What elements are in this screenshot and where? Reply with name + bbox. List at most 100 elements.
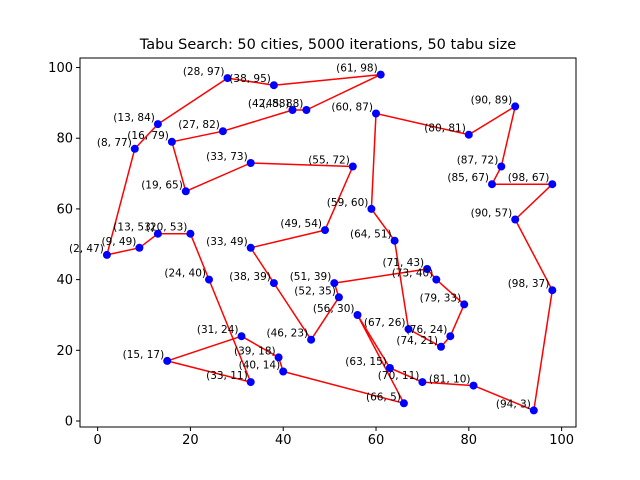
city-label: (8, 77) bbox=[97, 137, 132, 149]
city-label: (74, 21) bbox=[396, 335, 438, 347]
x-tick-label: 80 bbox=[461, 433, 478, 448]
city-point bbox=[307, 335, 316, 344]
city-label: (13, 53) bbox=[113, 222, 155, 234]
city-point bbox=[135, 243, 144, 252]
city-label: (64, 51) bbox=[350, 229, 392, 241]
y-axis: 0 20 40 60 80 100 bbox=[48, 61, 80, 429]
y-tick-label: 0 bbox=[65, 414, 73, 429]
city-point bbox=[418, 378, 427, 387]
city-label: (90, 89) bbox=[471, 94, 513, 106]
city-label: (94, 3) bbox=[496, 398, 531, 410]
city-point bbox=[390, 236, 399, 245]
city-label: (28, 97) bbox=[183, 66, 225, 78]
city-point bbox=[367, 204, 376, 213]
city-label: (31, 24) bbox=[197, 324, 239, 336]
city-label: (66, 5) bbox=[366, 391, 401, 403]
city-point bbox=[246, 378, 255, 387]
city-label: (76, 24) bbox=[406, 324, 448, 336]
city-point bbox=[246, 243, 255, 252]
city-label: (71, 43) bbox=[383, 257, 425, 269]
city-label: (81, 10) bbox=[429, 374, 471, 386]
city-label: (73, 40) bbox=[392, 268, 434, 280]
city-point bbox=[460, 300, 469, 309]
x-tick-label: 60 bbox=[368, 433, 385, 448]
city-label: (24, 40) bbox=[164, 268, 206, 280]
point-labels-layer: (28, 97) (38, 95) (61, 98) (42, 88)(45, 88)… bbox=[69, 63, 549, 411]
city-point bbox=[497, 162, 506, 171]
city-label: (52, 35) bbox=[294, 285, 336, 297]
city-label: (80, 81) bbox=[424, 123, 466, 135]
city-label: (38, 39) bbox=[229, 271, 271, 283]
x-tick-label: 20 bbox=[182, 433, 199, 448]
city-point bbox=[511, 102, 520, 111]
city-point bbox=[279, 367, 288, 376]
y-tick-label: 80 bbox=[56, 132, 73, 147]
city-point bbox=[223, 74, 232, 83]
city-point bbox=[385, 364, 394, 372]
x-tick-label: 40 bbox=[275, 433, 292, 448]
city-label: (46, 23) bbox=[267, 328, 309, 340]
city-point bbox=[511, 215, 520, 224]
tour-route-line bbox=[106, 73, 554, 412]
axes-frame bbox=[79, 57, 577, 428]
x-tick-label: 0 bbox=[93, 433, 101, 448]
city-point bbox=[548, 286, 557, 295]
city-label: (56, 30) bbox=[313, 303, 355, 315]
city-point bbox=[269, 81, 278, 90]
city-point bbox=[404, 325, 413, 334]
city-label: (98, 67) bbox=[508, 172, 550, 184]
city-point bbox=[321, 226, 329, 235]
city-point bbox=[181, 187, 190, 196]
route-layer bbox=[106, 73, 554, 412]
city-label: (49, 54) bbox=[280, 218, 322, 230]
city-point bbox=[334, 293, 343, 302]
city-point bbox=[437, 342, 445, 351]
city-point bbox=[218, 127, 227, 136]
y-tick-label: 60 bbox=[56, 202, 73, 217]
city-label: (51, 39) bbox=[290, 271, 332, 283]
x-tick-label: 100 bbox=[549, 433, 574, 448]
city-label: (38, 95) bbox=[229, 73, 271, 85]
city-label: (45, 88) bbox=[262, 98, 304, 110]
city-label: (33, 49) bbox=[206, 236, 248, 248]
city-point bbox=[376, 70, 385, 79]
chart-title: Tabu Search: 50 cities, 5000 iterations,… bbox=[139, 37, 516, 53]
city-label: (79, 33) bbox=[420, 292, 462, 304]
city-point bbox=[237, 332, 246, 341]
city-point bbox=[446, 332, 455, 341]
city-label: (70, 11) bbox=[378, 370, 420, 382]
y-tick-label: 40 bbox=[56, 273, 73, 288]
city-label: (20, 53) bbox=[146, 222, 188, 234]
y-tick-label: 20 bbox=[56, 344, 73, 359]
city-point bbox=[488, 180, 496, 189]
city-point bbox=[163, 356, 172, 365]
x-axis: 0 20 40 60 80 100 bbox=[93, 427, 574, 448]
city-point bbox=[464, 130, 473, 139]
city-point bbox=[130, 144, 139, 153]
city-point bbox=[548, 180, 557, 189]
city-point bbox=[529, 406, 538, 415]
city-point bbox=[423, 265, 432, 273]
city-label: (60, 87) bbox=[331, 102, 373, 114]
city-point bbox=[205, 275, 213, 284]
city-label: (61, 98) bbox=[336, 63, 378, 75]
city-point bbox=[102, 250, 111, 259]
city-point bbox=[269, 279, 278, 288]
city-label: (13, 84) bbox=[113, 112, 155, 124]
city-label: (90, 57) bbox=[471, 208, 513, 220]
city-label: (27, 82) bbox=[178, 119, 220, 131]
city-label: (15, 17) bbox=[123, 349, 165, 361]
city-label: (39, 18) bbox=[234, 345, 276, 357]
city-label: (55, 72) bbox=[308, 155, 350, 167]
city-point bbox=[353, 311, 362, 319]
city-point bbox=[372, 109, 380, 118]
points-layer bbox=[102, 70, 557, 415]
city-point bbox=[330, 279, 339, 288]
city-point bbox=[288, 106, 297, 114]
city-label: (40, 14) bbox=[239, 360, 281, 372]
city-point bbox=[399, 399, 408, 408]
city-label: (67, 26) bbox=[364, 317, 406, 329]
city-point bbox=[274, 353, 283, 362]
